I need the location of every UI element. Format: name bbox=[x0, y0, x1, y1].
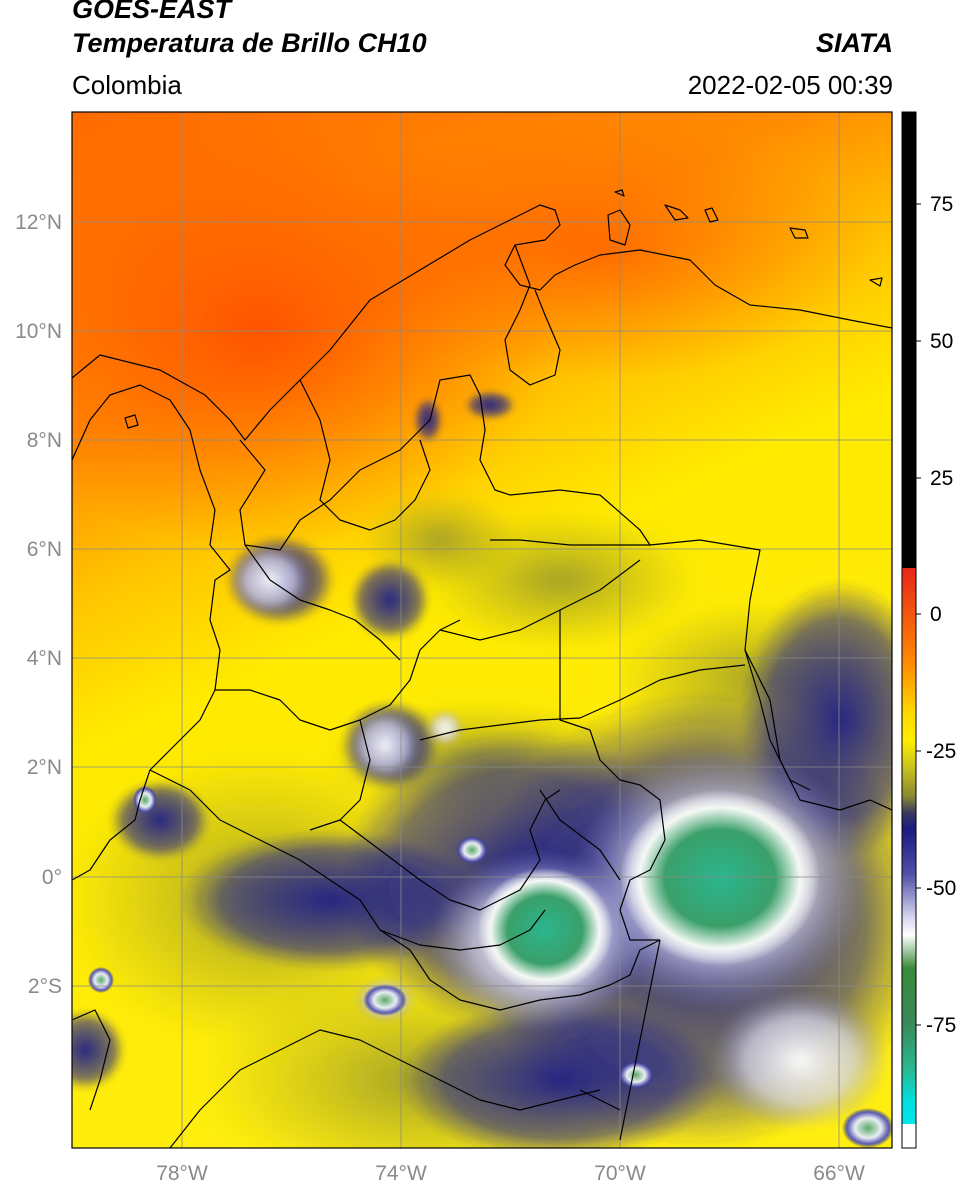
lon-label-66w: 66°W bbox=[813, 1162, 865, 1185]
colorbar-frame bbox=[901, 111, 917, 1149]
lat-label-4n: 4°N bbox=[27, 647, 62, 670]
gridlines bbox=[72, 112, 892, 1148]
lat-label-8n: 8°N bbox=[27, 429, 62, 452]
lon-label-70w: 70°W bbox=[594, 1162, 646, 1185]
colorbar-tick-50: 50 bbox=[930, 330, 953, 353]
product-title: Temperatura de Brillo CH10 bbox=[72, 28, 427, 58]
colorbar-gradient bbox=[902, 568, 916, 1124]
colorbar-tick-minus25: -25 bbox=[926, 740, 956, 763]
plot-frame bbox=[71, 111, 893, 1149]
lon-label-74w: 74°W bbox=[375, 1162, 427, 1185]
satellite-image bbox=[72, 112, 892, 1148]
datetime-label: 2022-02-05 00:39 bbox=[687, 70, 893, 100]
region-label: Colombia bbox=[72, 70, 182, 100]
borders bbox=[72, 189, 892, 1148]
lat-label-10n: 10°N bbox=[15, 320, 62, 343]
colorbar: 75 50 25 0 -25 -50 -75 bbox=[901, 111, 956, 1149]
colorbar-min-segment bbox=[902, 1124, 916, 1148]
colorbar-tick-0: 0 bbox=[930, 603, 942, 626]
longitude-axis: 78°W 74°W 70°W 66°W bbox=[156, 1162, 865, 1185]
colorbar-tick-25: 25 bbox=[930, 467, 953, 490]
lat-label-12n: 12°N bbox=[15, 211, 62, 234]
lat-label-0: 0° bbox=[42, 866, 62, 889]
colorbar-warm-segment bbox=[902, 112, 916, 568]
latitude-axis: 12°N 10°N 8°N 6°N 4°N 2°N 0° 2°S bbox=[15, 211, 62, 998]
lat-label-2n: 2°N bbox=[27, 756, 62, 779]
lat-label-2s: 2°S bbox=[28, 975, 62, 998]
colorbar-tick-minus50: -50 bbox=[926, 877, 956, 900]
colorbar-tick-75: 75 bbox=[930, 193, 953, 216]
agency-label: SIATA bbox=[816, 28, 893, 58]
lon-label-78w: 78°W bbox=[156, 1162, 208, 1185]
colorbar-tick-minus75: -75 bbox=[926, 1014, 956, 1037]
lat-label-6n: 6°N bbox=[27, 538, 62, 561]
satellite-title: GOES-EAST bbox=[72, 0, 232, 24]
